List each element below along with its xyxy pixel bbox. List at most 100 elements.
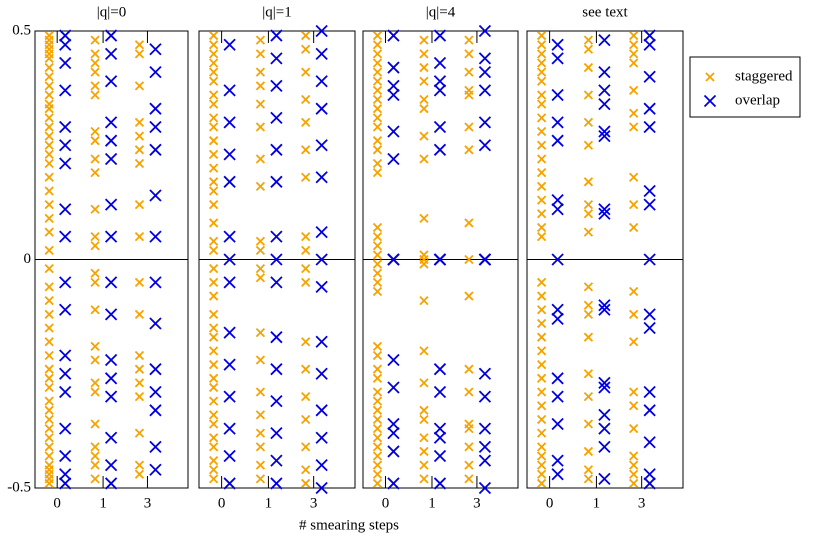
eigenvalue-marker (208, 245, 219, 255)
eigenvalue-marker (536, 126, 547, 137)
eigenvalue-marker (598, 440, 611, 454)
eigenvalue-marker (44, 350, 54, 361)
eigenvalue-marker (372, 40, 383, 50)
eigenvalue-marker (104, 198, 118, 211)
eigenvalue-marker (59, 385, 72, 399)
eigenvalue-marker (433, 120, 447, 134)
eigenvalue-marker (301, 117, 311, 128)
eigenvalue-marker (90, 154, 100, 164)
eigenvalue-marker (59, 230, 72, 243)
eigenvalue-marker (536, 181, 547, 192)
x-tick-label: 3 (310, 495, 318, 511)
eigenvalue-marker (629, 172, 639, 182)
eigenvalue-marker (536, 305, 547, 315)
eigenvalue-marker (583, 200, 594, 210)
eigenvalue-marker (478, 390, 492, 403)
eigenvalue-marker (433, 449, 447, 463)
eigenvalue-marker (255, 428, 266, 438)
eigenvalue-marker (208, 396, 219, 406)
eigenvalue-marker (90, 419, 100, 429)
eigenvalue-marker (372, 433, 383, 443)
eigenvalue-marker (372, 423, 383, 434)
eigenvalue-marker (372, 104, 383, 114)
x-tick-label: 0 (546, 495, 554, 511)
eigenvalue-marker (464, 67, 474, 77)
eigenvalue-marker (301, 232, 311, 242)
eigenvalue-marker (134, 364, 145, 374)
eigenvalue-marker (44, 451, 54, 461)
eigenvalue-marker (208, 359, 219, 370)
x-tick-label: 1 (265, 495, 273, 511)
eigenvalue-marker (208, 218, 219, 228)
eigenvalue-marker (315, 225, 328, 239)
eigenvalue-marker (134, 81, 145, 91)
eigenvalue-marker (44, 245, 54, 255)
eigenvalue-marker (419, 49, 429, 59)
eigenvalue-marker (90, 81, 100, 91)
eigenvalue-marker (464, 442, 474, 452)
eigenvalue-marker (208, 99, 219, 109)
eigenvalue-marker (270, 52, 283, 65)
eigenvalue-marker (208, 465, 219, 475)
eigenvalue-marker (433, 431, 447, 444)
eigenvalue-marker (478, 440, 492, 454)
eigenvalue-marker (270, 111, 283, 124)
eigenvalue-marker (255, 99, 266, 109)
eigenvalue-marker (208, 442, 219, 452)
eigenvalue-marker (583, 309, 594, 319)
eigenvalue-marker (419, 405, 429, 415)
x-tick-label: 0 (382, 495, 390, 511)
eigenvalue-marker (223, 230, 236, 243)
eigenvalue-marker (536, 113, 547, 123)
eigenvalue-marker (44, 337, 54, 347)
eigenvalue-marker (315, 75, 328, 88)
eigenvalue-marker (372, 85, 383, 96)
eigenvalue-marker (301, 414, 311, 425)
eigenvalue-marker (536, 451, 547, 461)
eigenvalue-marker (583, 300, 594, 310)
eigenvalue-marker (90, 305, 100, 315)
eigenvalue-marker (536, 140, 547, 150)
eigenvalue-marker (583, 44, 594, 54)
eigenvalue-marker (372, 478, 383, 489)
eigenvalue-marker (464, 90, 474, 100)
eigenvalue-marker (478, 24, 492, 38)
eigenvalue-marker (478, 253, 492, 266)
eigenvalue-marker (301, 277, 311, 287)
eigenvalue-marker (208, 186, 219, 196)
eigenvalue-marker (419, 104, 429, 114)
eigenvalue-marker (104, 390, 118, 403)
eigenvalue-marker (372, 145, 383, 155)
eigenvalue-marker (134, 232, 145, 242)
eigenvalue-marker (629, 30, 639, 41)
eigenvalue-marker (134, 309, 145, 319)
eigenvalue-marker (598, 125, 611, 138)
legend-box (689, 56, 801, 118)
eigenvalue-marker (255, 181, 266, 192)
eigenvalue-marker (149, 230, 162, 243)
eigenvalue-marker (583, 35, 594, 45)
eigenvalue-marker (536, 460, 547, 470)
eigenvalue-marker (59, 422, 72, 435)
eigenvalue-marker (387, 353, 400, 367)
eigenvalue-marker (44, 396, 54, 406)
eigenvalue-marker (583, 282, 594, 292)
eigenvalue-marker (149, 102, 162, 115)
eigenvalue-marker (44, 186, 54, 196)
eigenvalue-marker (536, 469, 547, 479)
eigenvalue-marker (270, 363, 283, 376)
eigenvalue-marker (104, 372, 118, 385)
eigenvalue-marker (536, 99, 547, 109)
eigenvalue-marker (536, 58, 547, 68)
eigenvalue-marker (44, 172, 54, 182)
eigenvalue-marker (583, 446, 594, 457)
eigenvalue-marker (536, 209, 547, 219)
eigenvalue-marker (90, 67, 100, 77)
eigenvalue-marker (223, 38, 236, 51)
x-tick-label: 3 (473, 495, 481, 511)
x-tick-label: 1 (428, 495, 436, 511)
eigenvalue-marker (104, 75, 118, 88)
eigenvalue-marker (301, 337, 311, 347)
eigenvalue-marker (223, 116, 236, 129)
